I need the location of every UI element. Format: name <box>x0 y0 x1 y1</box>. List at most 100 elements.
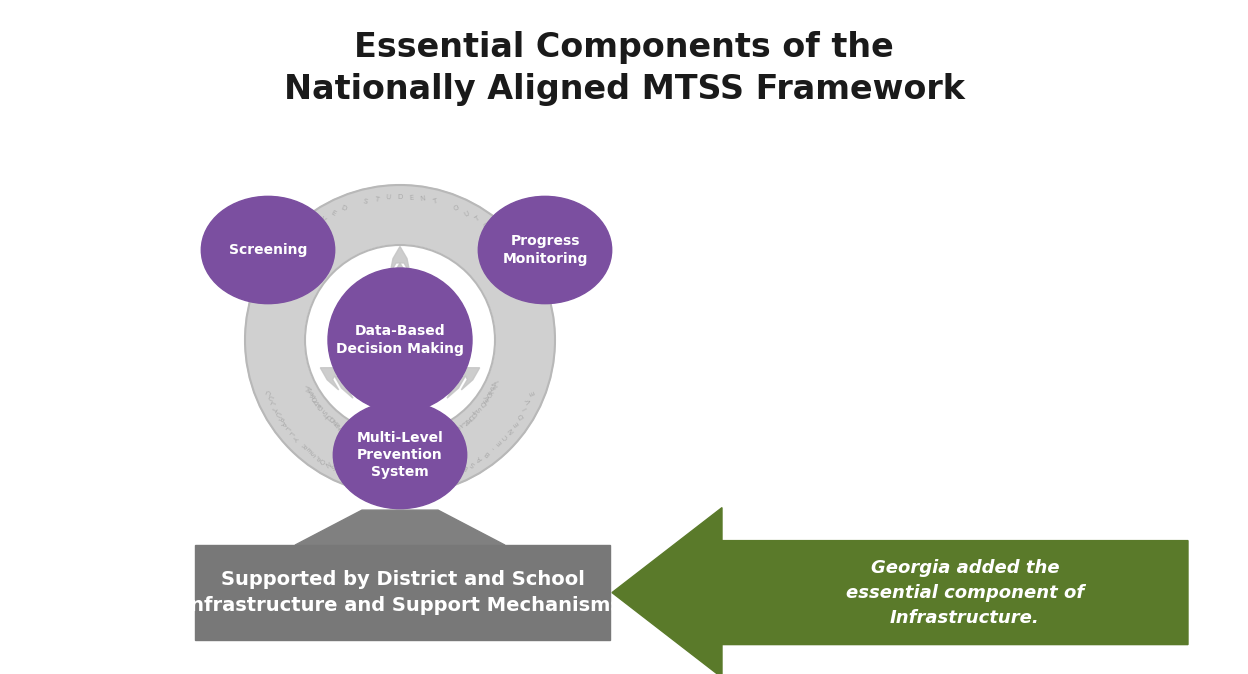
Text: Progress
Monitoring: Progress Monitoring <box>502 235 588 266</box>
Text: R: R <box>276 415 285 422</box>
Text: I: I <box>302 384 308 388</box>
Text: D: D <box>480 399 488 406</box>
Text: E: E <box>359 435 366 441</box>
Text: P: P <box>293 238 300 245</box>
Text: M: M <box>285 246 293 254</box>
Text: I: I <box>493 379 499 383</box>
Text: S: S <box>475 405 483 412</box>
Text: C: C <box>349 430 357 437</box>
Text: E: E <box>497 439 503 446</box>
Text: E: E <box>483 396 490 403</box>
Text: R: R <box>307 392 314 398</box>
Text: U: U <box>386 194 391 201</box>
Text: E: E <box>508 247 515 253</box>
Text: E: E <box>305 446 311 453</box>
Text: E: E <box>436 434 442 441</box>
Text: D: D <box>314 402 322 410</box>
Text: O: O <box>310 222 318 230</box>
Text: D: D <box>339 205 347 212</box>
Text: T: T <box>461 419 468 427</box>
Text: V: V <box>484 393 492 400</box>
Text: C: C <box>446 429 453 437</box>
Text: U: U <box>273 409 281 417</box>
Text: O: O <box>487 390 494 398</box>
Polygon shape <box>452 368 479 390</box>
Text: N: N <box>332 419 339 427</box>
Text: V: V <box>525 398 533 404</box>
Text: S: S <box>363 436 369 443</box>
Text: M: M <box>492 380 499 388</box>
Text: T: T <box>347 429 353 436</box>
Text: D: D <box>397 194 403 200</box>
Text: M: M <box>356 433 363 441</box>
Ellipse shape <box>201 196 334 304</box>
Text: O: O <box>454 423 462 431</box>
Text: O: O <box>308 394 317 402</box>
Text: B: B <box>483 450 490 458</box>
Text: L: L <box>268 400 275 406</box>
Text: S: S <box>363 197 368 205</box>
Circle shape <box>245 185 555 495</box>
Text: P: P <box>313 453 321 460</box>
Ellipse shape <box>478 196 612 304</box>
Text: T: T <box>374 195 379 202</box>
Text: S: S <box>319 408 327 415</box>
Text: S: S <box>514 256 522 263</box>
Text: L: L <box>283 425 291 431</box>
Text: M: M <box>303 385 311 393</box>
Text: S: S <box>469 460 477 467</box>
Polygon shape <box>389 263 411 290</box>
Text: R: R <box>488 387 495 394</box>
Text: T: T <box>449 427 456 435</box>
Text: U: U <box>324 412 332 421</box>
Polygon shape <box>195 545 610 640</box>
Circle shape <box>328 268 472 412</box>
Text: E: E <box>466 415 473 423</box>
Text: O: O <box>318 456 326 464</box>
Text: T: T <box>474 408 480 415</box>
Text: E: E <box>329 210 337 217</box>
Polygon shape <box>389 247 411 274</box>
Text: M: M <box>438 432 447 440</box>
Text: Nationally Aligned MTSS Framework: Nationally Aligned MTSS Framework <box>283 73 965 106</box>
Text: C: C <box>483 222 490 230</box>
Text: S: S <box>308 449 316 456</box>
Text: T: T <box>473 216 480 223</box>
Text: Data-Based
Decision Making: Data-Based Decision Making <box>336 324 464 356</box>
Text: -: - <box>490 445 497 452</box>
Text: T: T <box>432 197 437 205</box>
Text: T: T <box>334 421 342 429</box>
Text: I: I <box>278 257 285 262</box>
Text: O: O <box>453 205 461 212</box>
Text: O: O <box>492 229 499 237</box>
Text: E: E <box>529 390 537 396</box>
Text: N: N <box>463 417 470 425</box>
Text: T: T <box>322 410 329 417</box>
Text: Essential Components of the: Essential Components of the <box>354 32 894 65</box>
Text: P: P <box>306 389 312 396</box>
Text: P: P <box>490 384 497 391</box>
Text: E: E <box>513 419 520 427</box>
Text: S: S <box>433 435 439 442</box>
Text: C: C <box>263 388 271 395</box>
Text: D: D <box>454 467 461 474</box>
Text: E: E <box>329 417 337 425</box>
Text: L: L <box>287 429 295 436</box>
Text: U: U <box>470 410 479 418</box>
Text: V: V <box>339 467 346 474</box>
Text: Georgia added the
essential component of
Infrastructure.: Georgia added the essential component of… <box>846 559 1085 627</box>
Polygon shape <box>321 368 348 390</box>
Text: E: E <box>462 464 468 471</box>
Text: S: S <box>328 462 336 470</box>
Text: R: R <box>301 230 308 237</box>
Text: A: A <box>477 455 484 462</box>
Text: O: O <box>353 431 359 439</box>
Text: U: U <box>463 210 470 218</box>
Text: T: T <box>271 404 278 411</box>
Polygon shape <box>295 510 505 545</box>
Text: C: C <box>502 433 509 440</box>
Text: I: I <box>523 406 529 410</box>
Text: O: O <box>341 425 348 433</box>
Text: D: D <box>327 415 334 423</box>
Text: Y: Y <box>291 433 298 440</box>
